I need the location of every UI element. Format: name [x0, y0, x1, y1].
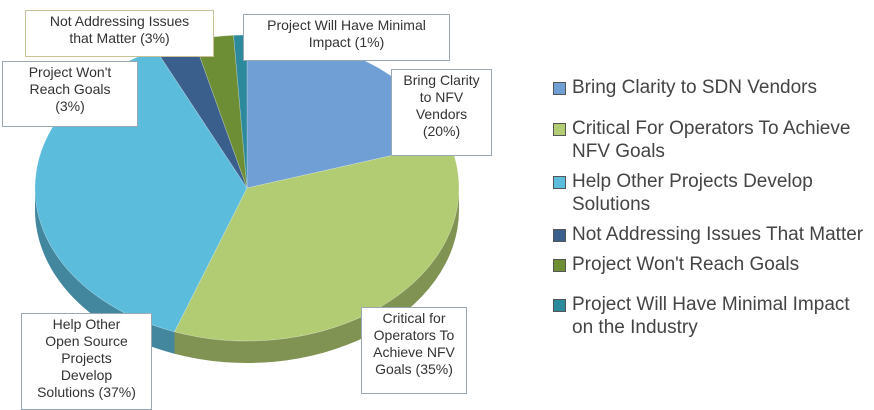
legend-item: Not Addressing Issues That Matter [553, 223, 874, 246]
legend-item: Critical For Operators To Achieve NFV Go… [553, 117, 874, 163]
legend-label: Not Addressing Issues That Matter [572, 224, 864, 245]
legend-item: Project Will Have Minimal Impact on the … [553, 293, 874, 339]
slice-label-help-other-projects: Help Other Open Source Projects Develop … [21, 313, 152, 410]
legend-label: Project Will Have Minimal Impact on the … [572, 294, 850, 338]
slice-label-bring-clarity: Bring Clarity to NFV Vendors (20%) [391, 69, 492, 156]
legend-label: Bring Clarity to SDN Vendors [572, 77, 817, 98]
chart-legend: Bring Clarity to SDN Vendors Critical Fo… [553, 76, 874, 346]
legend-swatch [553, 176, 566, 189]
legend-swatch [553, 123, 566, 136]
legend-item: Bring Clarity to SDN Vendors [553, 76, 874, 99]
slice-label-project-wont-reach: Project Won't Reach Goals (3%) [2, 61, 138, 127]
pie-slice-1 [174, 142, 460, 342]
slice-label-not-addressing: Not Addressing Issues that Matter (3%) [25, 10, 214, 57]
slice-label-critical-operators: Critical for Operators To Achieve NFV Go… [361, 307, 467, 394]
legend-item: Help Other Projects Develop Solutions [553, 170, 874, 216]
legend-label: Help Other Projects Develop Solutions [572, 171, 813, 215]
legend-item: Project Won't Reach Goals [553, 253, 874, 276]
legend-label: Project Won't Reach Goals [572, 254, 800, 275]
legend-swatch [553, 299, 566, 312]
legend-swatch [553, 82, 566, 95]
legend-label: Critical For Operators To Achieve NFV Go… [572, 118, 851, 162]
legend-swatch [553, 229, 566, 242]
slice-label-minimal-impact: Project Will Have Minimal Impact (1%) [243, 14, 450, 61]
legend-swatch [553, 259, 566, 272]
